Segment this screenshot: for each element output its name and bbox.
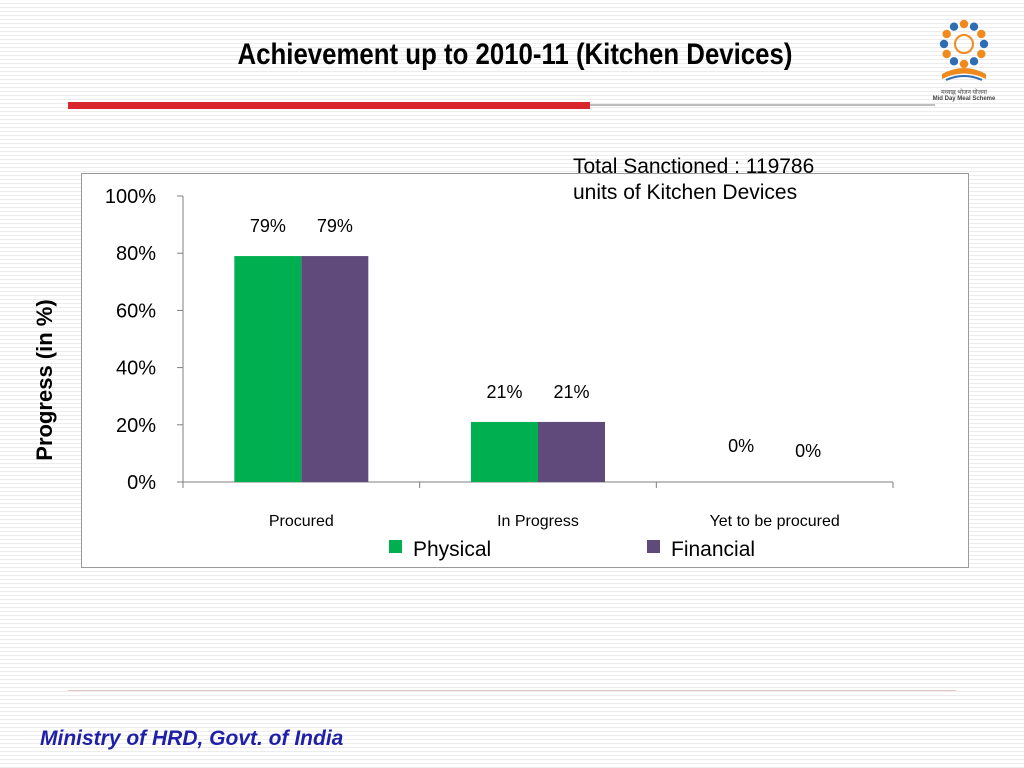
legend-label: Physical [413,538,491,561]
footer-rule [68,690,956,691]
y-tick-label: 20% [116,415,156,437]
data-label: 79% [250,216,286,236]
bar-physical [234,256,302,482]
y-tick-label: 40% [116,358,156,380]
x-tick-label: In Progress [497,513,579,530]
legend-swatch-financial [647,540,660,553]
footer-text: Ministry of HRD, Govt. of India [40,727,344,750]
title-accent-rule [68,102,590,109]
y-axis-label-text: Progress (in %) [32,299,57,461]
logo: मध्याह्न भोजन योजना Mid Day Meal Scheme [928,16,1000,108]
y-tick-label: 100% [105,186,156,208]
title-rule [590,104,935,106]
bar-financial [301,256,369,482]
mid-day-meal-scheme-logo-icon [939,19,989,81]
legend-swatch-physical [389,540,402,553]
x-tick-label: Procured [269,513,334,530]
y-tick-label: 0% [127,472,156,494]
logo-text-hindi: मध्याह्न भोजन योजना [941,90,987,96]
bar-financial [538,421,605,482]
data-label: 21% [553,382,589,402]
bar-physical [471,421,538,482]
data-label: 0% [795,441,821,461]
data-label: 79% [317,216,353,236]
x-tick-label: Yet to be procured [710,513,840,530]
chart-area [81,173,969,568]
legend-label: Financial [671,538,755,561]
logo-text-english: Mid Day Meal Scheme [932,96,996,102]
data-label: 21% [486,382,522,402]
total-sanctioned-note: Total Sanctioned : 119786 units of Kitch… [573,155,815,204]
y-tick-label: 80% [116,243,156,265]
data-label: 0% [728,436,754,456]
y-tick-label: 60% [116,300,156,322]
slide-title: Achievement up to 2010-11 (Kitchen Devic… [237,38,793,71]
